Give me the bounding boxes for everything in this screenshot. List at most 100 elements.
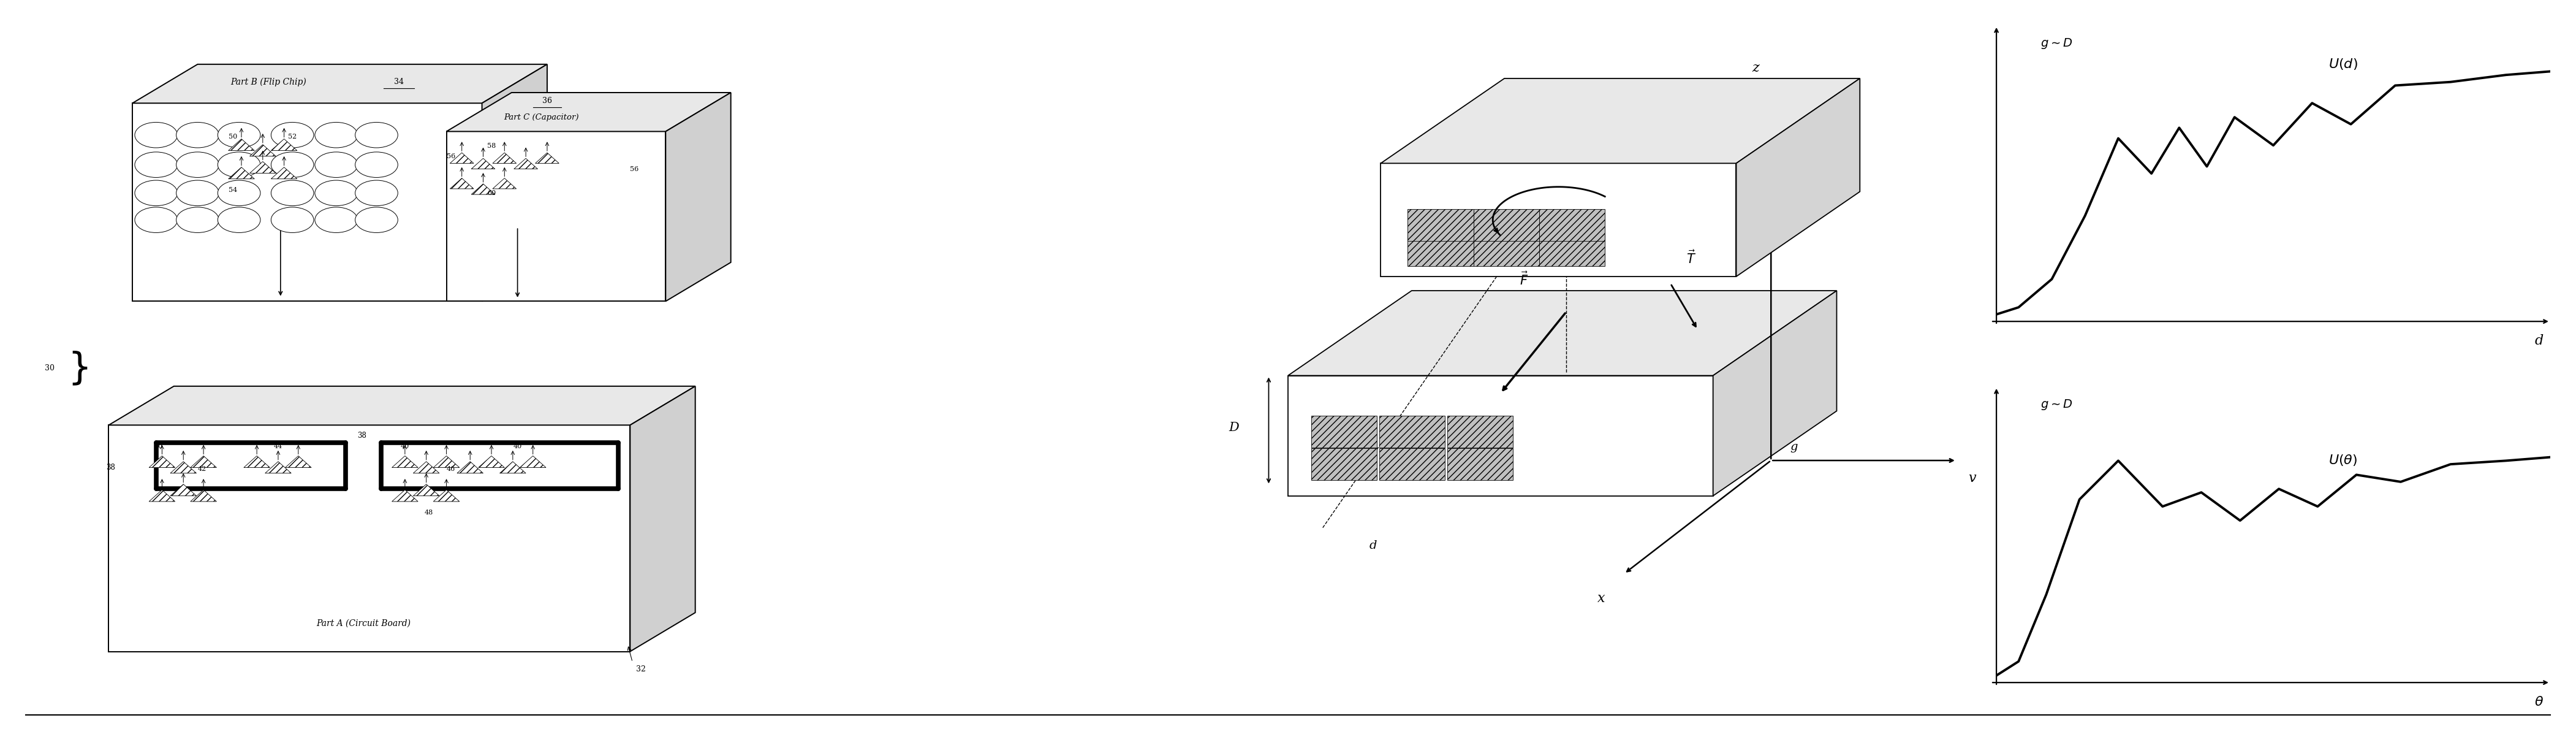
Text: $g\sim D$: $g\sim D$ [2040,37,2074,50]
Polygon shape [1448,448,1512,481]
Polygon shape [492,178,515,189]
Polygon shape [250,144,276,156]
Text: 46: 46 [446,466,456,472]
Text: 40: 40 [155,443,162,450]
Polygon shape [412,484,440,496]
Polygon shape [433,456,459,467]
Circle shape [355,122,397,147]
Text: 34: 34 [394,78,404,86]
Polygon shape [392,490,417,501]
Circle shape [134,122,178,147]
Polygon shape [149,490,175,501]
Text: $U(d)$: $U(d)$ [2329,57,2357,71]
Text: Part C (Capacitor): Part C (Capacitor) [505,113,580,122]
Polygon shape [191,456,216,467]
Polygon shape [1381,78,1860,164]
Polygon shape [520,456,546,467]
Circle shape [270,207,314,233]
Text: x: x [1597,592,1605,605]
Circle shape [270,152,314,178]
Text: 38: 38 [358,432,366,440]
Text: Part B (Flip Chip): Part B (Flip Chip) [232,77,307,86]
Polygon shape [270,139,296,150]
Polygon shape [1448,416,1512,448]
Polygon shape [170,461,196,473]
Text: Part A (Circuit Board): Part A (Circuit Board) [317,619,410,627]
Polygon shape [456,461,484,473]
Text: z: z [1752,61,1759,75]
Polygon shape [1288,376,1713,496]
Polygon shape [1311,416,1376,448]
Polygon shape [665,93,732,301]
Text: 54: 54 [229,187,237,193]
Polygon shape [1540,209,1605,241]
Polygon shape [250,161,276,173]
Circle shape [219,181,260,206]
Polygon shape [131,64,546,103]
Text: 40: 40 [513,443,523,450]
Circle shape [134,152,178,178]
Polygon shape [1736,78,1860,276]
Circle shape [270,122,314,147]
Polygon shape [446,131,665,301]
Circle shape [314,207,358,233]
Polygon shape [149,456,175,467]
Polygon shape [479,456,505,467]
Polygon shape [1378,448,1445,481]
Text: $U(\theta)$: $U(\theta)$ [2329,453,2357,467]
Text: 32: 32 [636,666,647,673]
Text: 58: 58 [487,142,495,149]
Polygon shape [451,178,474,189]
Circle shape [175,122,219,147]
Polygon shape [451,153,474,164]
Polygon shape [131,103,482,301]
Text: 60: 60 [487,190,495,196]
Polygon shape [108,386,696,425]
Polygon shape [1473,234,1540,266]
Circle shape [355,152,397,178]
Text: 36: 36 [541,97,551,105]
Circle shape [219,152,260,178]
Circle shape [314,122,358,147]
Text: 40: 40 [402,443,410,450]
Polygon shape [515,158,538,169]
Text: v: v [1968,472,1976,485]
Polygon shape [412,461,440,473]
Polygon shape [1288,290,1837,376]
Text: $\vec{F}$: $\vec{F}$ [1520,271,1528,287]
Text: g: g [1790,441,1798,453]
Polygon shape [191,490,216,501]
Circle shape [134,207,178,233]
Polygon shape [482,64,546,301]
Polygon shape [492,153,515,164]
Polygon shape [1713,290,1837,496]
Text: 52: 52 [289,133,296,139]
Polygon shape [433,490,459,501]
Circle shape [270,181,314,206]
Circle shape [355,207,397,233]
Polygon shape [1406,234,1473,266]
Circle shape [314,181,358,206]
Text: $\theta$: $\theta$ [2535,695,2545,708]
Polygon shape [229,139,255,150]
Polygon shape [229,167,255,179]
Polygon shape [170,484,196,496]
Polygon shape [270,167,296,179]
Polygon shape [1311,448,1376,481]
Circle shape [134,181,178,206]
Circle shape [219,207,260,233]
Polygon shape [1406,209,1473,241]
Text: 50: 50 [229,133,237,139]
Polygon shape [1540,234,1605,266]
Polygon shape [1473,209,1540,241]
Circle shape [219,122,260,147]
Polygon shape [631,386,696,652]
Text: d: d [2535,334,2543,347]
Polygon shape [1378,416,1445,448]
Polygon shape [500,461,526,473]
Polygon shape [1381,164,1736,276]
Text: 48: 48 [425,510,433,516]
Polygon shape [471,184,495,195]
Circle shape [314,152,358,178]
Polygon shape [245,456,270,467]
